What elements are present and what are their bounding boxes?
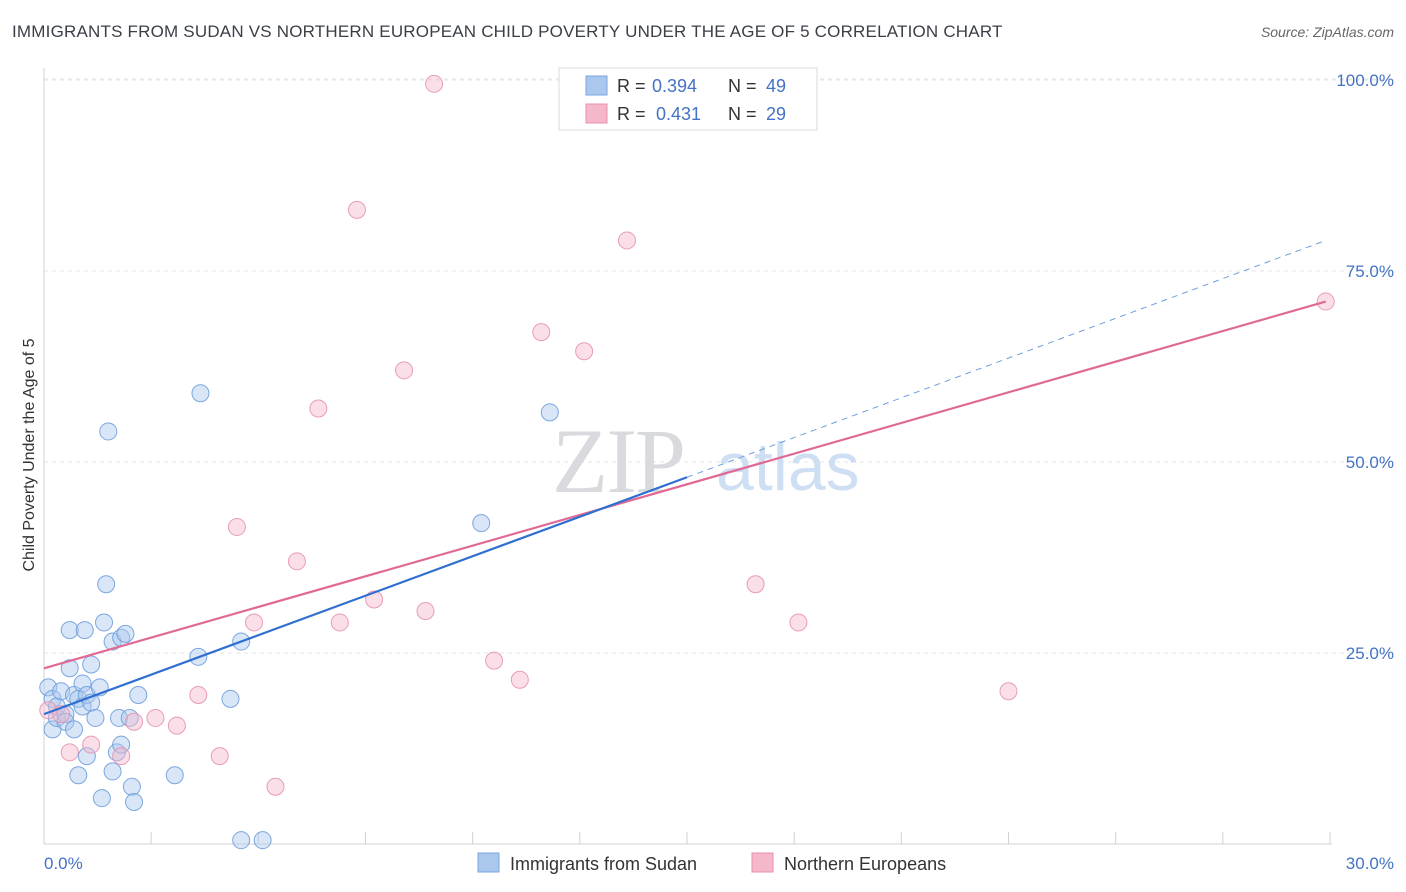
series-immigrants-from-sudan: [39, 384, 559, 850]
sudan-point: [122, 777, 141, 796]
trendline-sudan: [43, 476, 688, 716]
sudan-point: [86, 708, 105, 727]
y-tick-label-100: 100.0%: [1336, 71, 1394, 90]
sudan-point: [232, 831, 251, 850]
northern-european-point: [210, 747, 229, 766]
sudan-point: [221, 689, 240, 708]
northern-european-point: [416, 601, 435, 620]
legend-n-label-pink: N =: [728, 104, 757, 124]
legend-r-label-blue: R =: [617, 76, 646, 96]
sudan-point: [253, 831, 272, 850]
x-tick-marks: [150, 832, 1331, 844]
sudan-point: [65, 720, 84, 739]
sudan-point: [82, 655, 101, 674]
northern-european-point: [266, 777, 285, 796]
northern-european-point: [789, 613, 808, 632]
northern-european-point: [617, 231, 636, 250]
watermark: ZIP atlas: [552, 410, 860, 512]
legend-r-value-pink: 0.431: [656, 104, 701, 124]
sudan-point: [191, 384, 210, 403]
sudan-point: [77, 747, 96, 766]
sudan-point: [129, 686, 148, 705]
sudan-point: [125, 792, 144, 811]
legend-n-label-blue: N =: [728, 76, 757, 96]
northern-european-point: [189, 686, 208, 705]
northern-european-point: [425, 74, 444, 93]
trendlines: [43, 239, 1327, 716]
northern-european-point: [125, 712, 144, 731]
legend-n-value-pink: 29: [766, 104, 786, 124]
sudan-point: [116, 624, 135, 643]
sudan-point: [75, 621, 94, 640]
northern-european-point: [347, 200, 366, 219]
sudan-point: [110, 708, 129, 727]
y-axis-label: Child Poverty Under the Age of 5: [21, 338, 38, 571]
sudan-point: [472, 514, 491, 533]
x-tick-label-min: 0.0%: [44, 854, 83, 873]
legend-swatch-pink: [585, 103, 608, 124]
northern-european-point: [510, 670, 529, 689]
bottom-legend-swatch-blue: [477, 852, 500, 873]
source-credit: Source: ZipAtlas.com: [1260, 24, 1394, 40]
bottom-legend-swatch-pink: [751, 852, 774, 873]
y-tick-label-25: 25.0%: [1346, 644, 1394, 663]
legend-r-value-blue: 0.394: [652, 76, 697, 96]
sudan-point: [99, 422, 118, 441]
y-tick-labels: 25.0% 50.0% 75.0% 100.0%: [1336, 71, 1394, 663]
bottom-legend-label-blue: Immigrants from Sudan: [510, 854, 697, 874]
northern-european-point: [167, 716, 186, 735]
sudan-point: [73, 674, 92, 693]
chart-title: IMMIGRANTS FROM SUDAN VS NORTHERN EUROPE…: [12, 22, 1003, 41]
northern-european-point: [532, 323, 551, 342]
sudan-point: [165, 766, 184, 785]
trendline-northern-europeans: [43, 300, 1327, 670]
northern-european-point: [330, 613, 349, 632]
northern-european-point: [227, 517, 246, 536]
trendline-sudan-extension: [686, 239, 1326, 478]
sudan-point: [103, 762, 122, 781]
sudan-point: [97, 575, 116, 594]
northern-european-point: [746, 575, 765, 594]
x-tick-label-max: 30.0%: [1346, 854, 1394, 873]
northern-european-point: [60, 743, 79, 762]
sudan-point: [92, 789, 111, 808]
northern-european-point: [395, 361, 414, 380]
sudan-point: [69, 766, 88, 785]
y-tick-label-50: 50.0%: [1346, 453, 1394, 472]
gridlines: [44, 78, 1394, 654]
sudan-point: [95, 613, 114, 632]
watermark-zip: ZIP: [552, 410, 684, 512]
bottom-legend-label-pink: Northern Europeans: [784, 854, 946, 874]
northern-european-point: [575, 342, 594, 361]
northern-european-point: [309, 399, 328, 418]
northern-european-point: [287, 552, 306, 571]
legend-swatch-blue: [585, 75, 608, 96]
sudan-point: [540, 403, 559, 422]
legend-n-value-blue: 49: [766, 76, 786, 96]
series-northern-europeans: [39, 74, 1335, 796]
northern-european-point: [146, 708, 165, 727]
legend-r-label-pink: R =: [617, 104, 646, 124]
northern-european-point: [82, 735, 101, 754]
northern-european-point: [485, 651, 504, 670]
northern-european-point: [245, 613, 264, 632]
bottom-legend: Immigrants from Sudan Northern Europeans: [477, 852, 946, 874]
y-tick-label-75: 75.0%: [1346, 262, 1394, 281]
axes: [43, 68, 1332, 845]
sudan-point: [60, 621, 79, 640]
northern-european-point: [112, 747, 131, 766]
northern-european-point: [999, 682, 1018, 701]
top-legend: R = 0.394 N = 49 R = 0.431 N = 29: [558, 67, 818, 131]
